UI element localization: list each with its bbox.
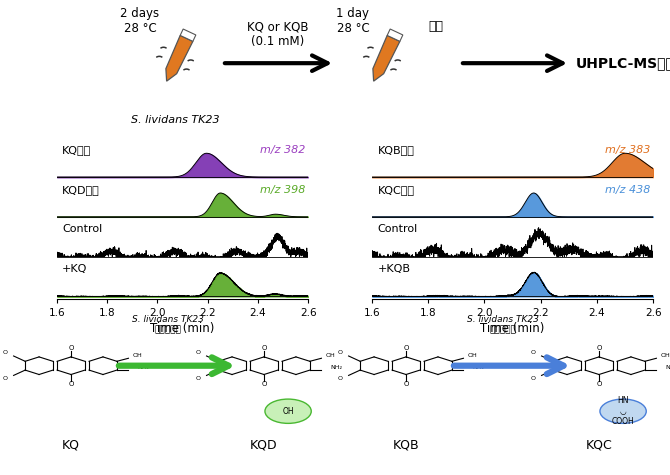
Text: 2 days
28 °C: 2 days 28 °C [121, 7, 159, 35]
Text: KQC標品: KQC標品 [377, 185, 415, 195]
Text: KQC: KQC [586, 438, 612, 451]
Text: Control: Control [377, 225, 417, 235]
Text: O: O [3, 351, 7, 355]
Text: O: O [338, 351, 342, 355]
Text: KQ標品: KQ標品 [62, 145, 91, 155]
Text: O: O [596, 380, 602, 387]
Text: NH₂: NH₂ [330, 365, 342, 370]
Text: 抜出: 抜出 [429, 20, 444, 33]
Text: NH₂: NH₂ [137, 365, 149, 370]
Text: m/z 438: m/z 438 [605, 185, 651, 195]
Polygon shape [387, 29, 403, 41]
Text: O: O [196, 376, 200, 381]
Text: O: O [596, 345, 602, 351]
Text: Control: Control [62, 225, 103, 235]
X-axis label: Time (min): Time (min) [150, 323, 215, 335]
Text: S. lividans TK23
内在性酵素: S. lividans TK23 内在性酵素 [131, 315, 204, 334]
Text: 1 day
28 °C: 1 day 28 °C [336, 7, 369, 35]
Text: m/z 383: m/z 383 [605, 145, 651, 155]
Polygon shape [166, 36, 193, 81]
Text: KQB: KQB [393, 438, 419, 451]
Text: O: O [261, 345, 267, 351]
Text: KQD: KQD [250, 438, 278, 451]
Text: O: O [68, 380, 74, 387]
Polygon shape [180, 29, 196, 41]
Text: KQ: KQ [62, 438, 80, 451]
Polygon shape [373, 36, 400, 81]
Text: O: O [68, 345, 74, 351]
Text: O: O [338, 376, 342, 381]
Text: KQB標品: KQB標品 [377, 145, 414, 155]
X-axis label: Time (min): Time (min) [480, 323, 545, 335]
Circle shape [600, 399, 647, 423]
Text: OH: OH [132, 353, 142, 358]
Text: O: O [3, 376, 7, 381]
Text: O: O [531, 351, 535, 355]
Text: S. lividans TK23
内在性酵素: S. lividans TK23 内在性酵素 [466, 315, 539, 334]
Text: NH₂: NH₂ [665, 365, 670, 370]
Text: KQD標品: KQD標品 [62, 185, 100, 195]
Text: O: O [196, 351, 200, 355]
Text: O: O [403, 345, 409, 351]
Text: O: O [403, 380, 409, 387]
Text: OH: OH [282, 407, 294, 416]
Text: OH: OH [325, 353, 335, 358]
Text: O: O [531, 376, 535, 381]
Text: +KQ: +KQ [62, 264, 87, 274]
Text: UHPLC-MS解析: UHPLC-MS解析 [576, 56, 670, 70]
Text: OH: OH [467, 353, 477, 358]
Text: S. lividans TK23: S. lividans TK23 [131, 115, 219, 125]
Text: O: O [261, 380, 267, 387]
Text: OH: OH [660, 353, 670, 358]
Text: NH₂: NH₂ [472, 365, 484, 370]
Text: HN
◡
COOH: HN ◡ COOH [612, 396, 634, 426]
Text: m/z 382: m/z 382 [261, 145, 306, 155]
Text: +KQB: +KQB [377, 264, 411, 274]
Text: KQ or KQB
(0.1 mM): KQ or KQB (0.1 mM) [247, 20, 309, 48]
Text: m/z 398: m/z 398 [261, 185, 306, 195]
Circle shape [265, 399, 312, 423]
